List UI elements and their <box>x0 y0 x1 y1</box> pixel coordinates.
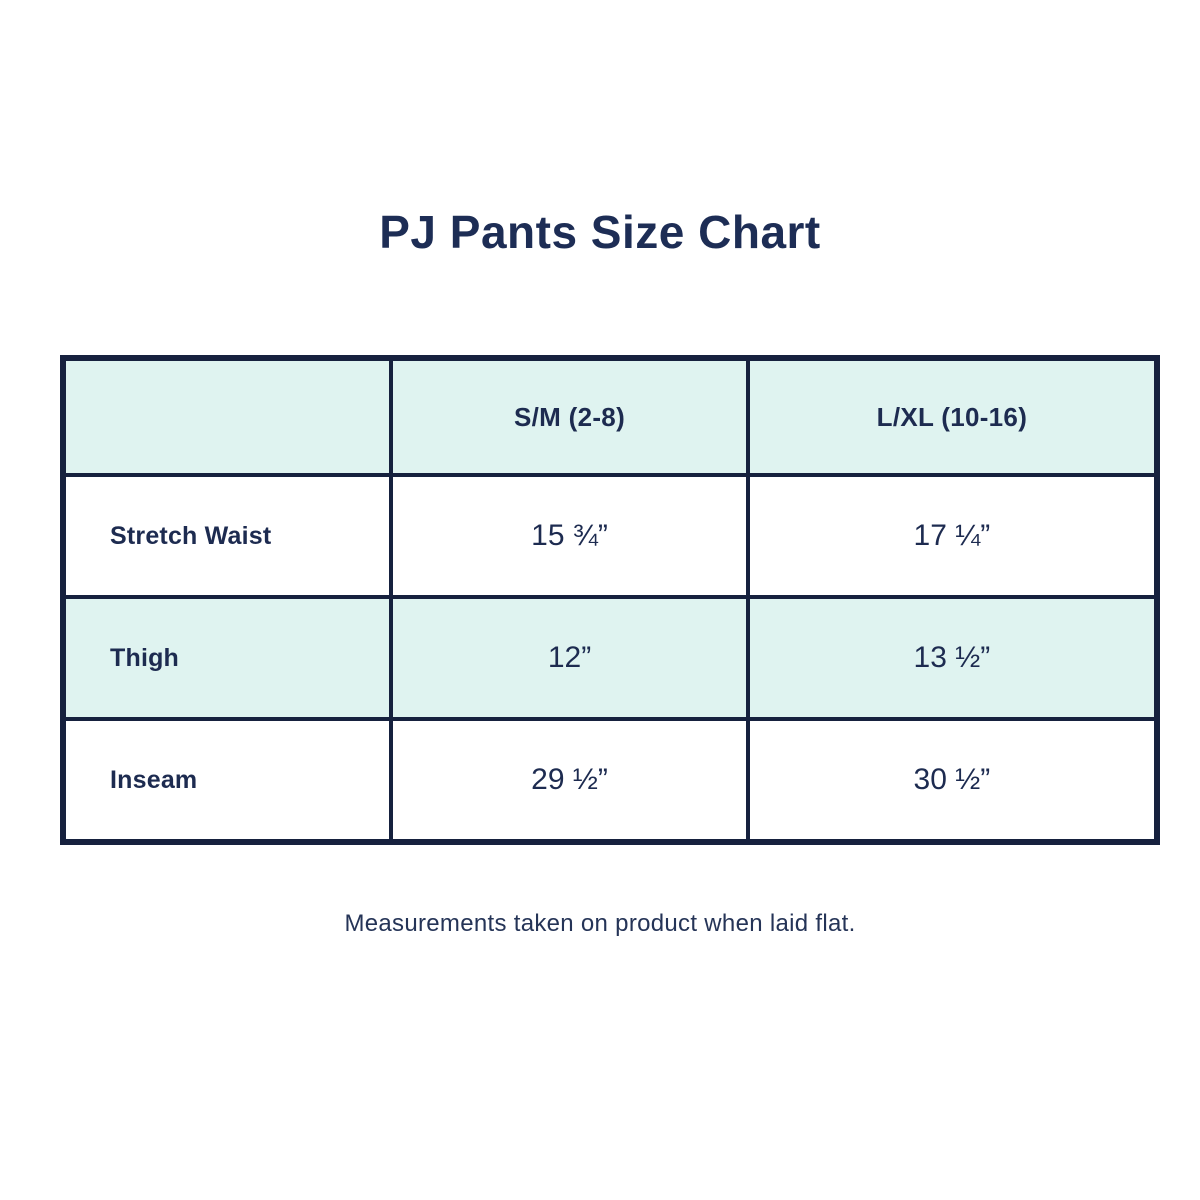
header-cell-sm: S/M (2-8) <box>389 356 750 477</box>
size-chart-table: S/M (2-8) L/XL (10-16) Stretch Waist 15 … <box>60 355 1160 845</box>
table-row-stretch-waist: Stretch Waist 15 ¾” 17 ¼” <box>60 473 1160 599</box>
table-row-inseam: Inseam 29 ½” 30 ½” <box>60 717 1160 844</box>
row-label-inseam: Inseam <box>60 717 394 844</box>
value-thigh-lxl: 13 ½” <box>745 595 1160 721</box>
value-inseam-sm: 29 ½” <box>389 717 750 844</box>
value-stretch-waist-sm: 15 ¾” <box>389 473 750 599</box>
value-inseam-lxl: 30 ½” <box>745 717 1160 844</box>
value-stretch-waist-lxl: 17 ¼” <box>745 473 1160 599</box>
value-thigh-sm: 12” <box>389 595 750 721</box>
header-cell-empty <box>60 356 394 477</box>
page-title: PJ Pants Size Chart <box>379 206 821 258</box>
row-label-stretch-waist: Stretch Waist <box>60 473 394 599</box>
table-header-row: S/M (2-8) L/XL (10-16) <box>60 356 1160 477</box>
measurement-footnote: Measurements taken on product when laid … <box>344 910 856 937</box>
row-label-thigh: Thigh <box>60 595 394 721</box>
table-row-thigh: Thigh 12” 13 ½” <box>60 595 1160 721</box>
header-cell-lxl: L/XL (10-16) <box>745 356 1160 477</box>
